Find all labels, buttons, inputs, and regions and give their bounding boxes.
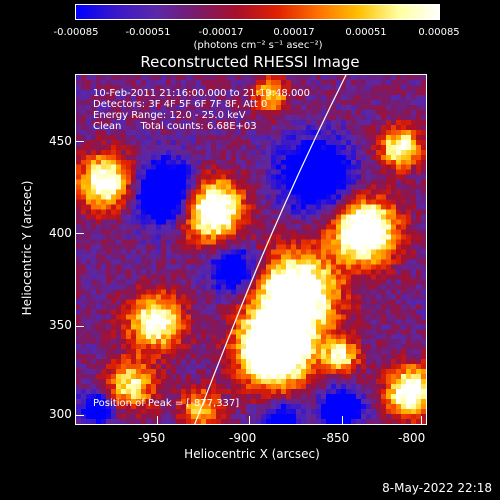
rhessi-image <box>76 75 426 424</box>
plot-title: Reconstructed RHESSI Image <box>140 53 360 71</box>
y-tick-mark <box>76 233 84 234</box>
colorbar-units: (photons cm⁻² s⁻¹ asec⁻²) <box>193 40 323 51</box>
y-tick-label: 450 <box>49 134 72 148</box>
x-tick-label: -950 <box>138 431 166 445</box>
info-clean: Clean Total counts: 6.68E+03 <box>93 121 257 132</box>
info-energy: Energy Range: 12.0 - 25.0 keV <box>93 110 246 121</box>
x-tick-mark <box>249 416 250 424</box>
y-tick-mark <box>76 326 84 327</box>
y-axis-label: Heliocentric Y (arcsec) <box>20 180 34 316</box>
solar-limb <box>194 75 347 424</box>
y-tick-label: 300 <box>49 407 72 421</box>
solar-limb-line <box>194 75 347 424</box>
info-detectors: Detectors: 3F 4F 5F 6F 7F 8F, Att 0 <box>93 99 268 110</box>
colorbar-tick-label: -0.00017 <box>198 27 244 38</box>
y-tick-label: 350 <box>49 318 72 332</box>
colorbar-tick-label: -0.00051 <box>125 27 171 38</box>
info-time: 10-Feb-2011 21:16:00.000 to 21:19:48.000 <box>93 88 311 99</box>
x-axis-label: Heliocentric X (arcsec) <box>184 447 320 461</box>
x-tick-mark <box>157 416 158 424</box>
colorbar <box>75 4 440 20</box>
timestamp: 8-May-2022 22:18 <box>382 481 492 495</box>
x-tick-mark <box>342 416 343 424</box>
colorbar-tick-label: -0.00085 <box>53 27 99 38</box>
x-tick-mark <box>421 416 422 424</box>
y-tick-mark <box>76 141 84 142</box>
colorbar-tick-label: 0.00051 <box>345 27 387 38</box>
y-tick-mark <box>76 415 84 416</box>
x-tick-label: -900 <box>229 431 257 445</box>
info-peak: Position of Peak = [-877,337] <box>93 398 240 409</box>
x-tick-label: -850 <box>322 431 350 445</box>
colorbar-tick-label: 0.00085 <box>418 27 460 38</box>
y-tick-label: 400 <box>49 226 72 240</box>
colorbar-tick-label: 0.00017 <box>273 27 315 38</box>
image-plot: 10-Feb-2011 21:16:00.000 to 21:19:48.000… <box>75 74 427 425</box>
x-tick-label: -800 <box>398 431 426 445</box>
